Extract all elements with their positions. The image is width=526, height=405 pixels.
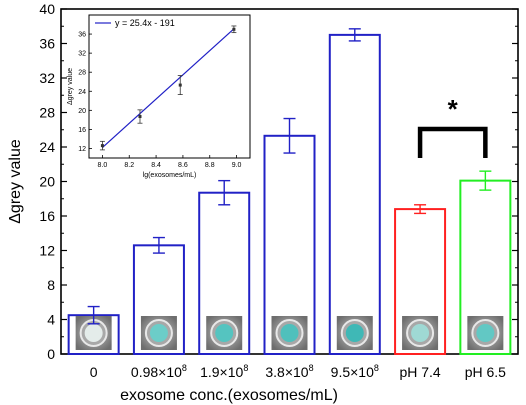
inset-x-tick-label: 8.6: [178, 162, 188, 169]
inset-x-tick-label: 9.0: [232, 162, 242, 169]
y-tick-label: 16: [39, 208, 55, 224]
significance-marker: *: [448, 94, 459, 124]
inset-y-tick-label: 32: [78, 51, 86, 58]
well-image: [467, 316, 504, 350]
x-tick-label: pH 6.5: [465, 364, 506, 380]
inset-data-point: [100, 144, 104, 148]
inset-y-tick-label: 16: [78, 127, 86, 134]
well-image: [336, 316, 373, 350]
x-tick-label: 1.9×108: [200, 363, 248, 380]
x-tick-label-exponent: 8: [243, 363, 248, 373]
well-image: [402, 316, 439, 350]
y-tick-label: 0: [47, 346, 55, 362]
y-tick-label: 24: [39, 139, 55, 155]
y-tick-label: 40: [39, 1, 55, 17]
bar: [328, 33, 381, 355]
y-tick-label: 32: [39, 70, 55, 86]
y-tick-label: 20: [39, 174, 55, 190]
well-image: [75, 316, 112, 350]
inset-x-tick-label: 8.4: [151, 162, 161, 169]
inset-x-tick-label: 8.8: [205, 162, 215, 169]
x-tick-label: 0: [90, 364, 98, 380]
x-tick-label-exponent: 8: [309, 363, 314, 373]
well-image: [271, 316, 308, 350]
x-tick-label-exponent: 8: [182, 363, 187, 373]
inset-y-tick-label: 24: [78, 89, 86, 96]
inset-x-tick-label: 8.2: [124, 162, 134, 169]
inset-data-point: [232, 27, 236, 31]
well-solution: [84, 324, 103, 342]
y-tick-label: 12: [39, 243, 55, 259]
significance-bracket: [417, 126, 488, 158]
inset-y-axis-title: Δgrey value: [67, 68, 74, 105]
well-solution: [280, 324, 299, 342]
inset-y-tick-label: 28: [78, 70, 86, 77]
y-tick-label: 28: [39, 105, 55, 121]
y-tick-label: 4: [47, 312, 55, 328]
x-tick-label: pH 7.4: [399, 364, 440, 380]
well-image: [140, 316, 177, 350]
inset-legend-label: y = 25.4x - 191: [115, 18, 175, 28]
well-solution: [411, 324, 430, 342]
well-solution: [345, 324, 364, 342]
inset-data-point: [138, 115, 142, 119]
inset-data-point: [178, 83, 182, 87]
y-tick-label: 36: [39, 36, 55, 52]
x-tick-label-exponent: 8: [374, 363, 379, 373]
inset-fit-line: [102, 28, 235, 148]
well-solution: [476, 324, 495, 342]
inset-x-axis-title: lg(exosomes/mL): [143, 172, 197, 179]
x-axis-title: exosome conc.(exosomes/mL): [120, 387, 338, 404]
inset-y-tick-label: 20: [78, 108, 86, 115]
x-tick-label: 0.98×108: [131, 363, 187, 380]
well-solution: [149, 324, 168, 342]
inset-y-tick-label: 12: [78, 146, 86, 153]
inset-x-tick-label: 8.0: [98, 162, 108, 169]
well-solution: [215, 324, 234, 342]
well-image: [206, 316, 243, 350]
inset-y-tick-label: 36: [78, 32, 86, 39]
x-tick-label: 9.5×108: [331, 363, 379, 380]
y-tick-label: 8: [47, 277, 55, 293]
y-axis-title: Δgrey value: [7, 139, 24, 224]
x-tick-label: 3.8×108: [265, 363, 313, 380]
